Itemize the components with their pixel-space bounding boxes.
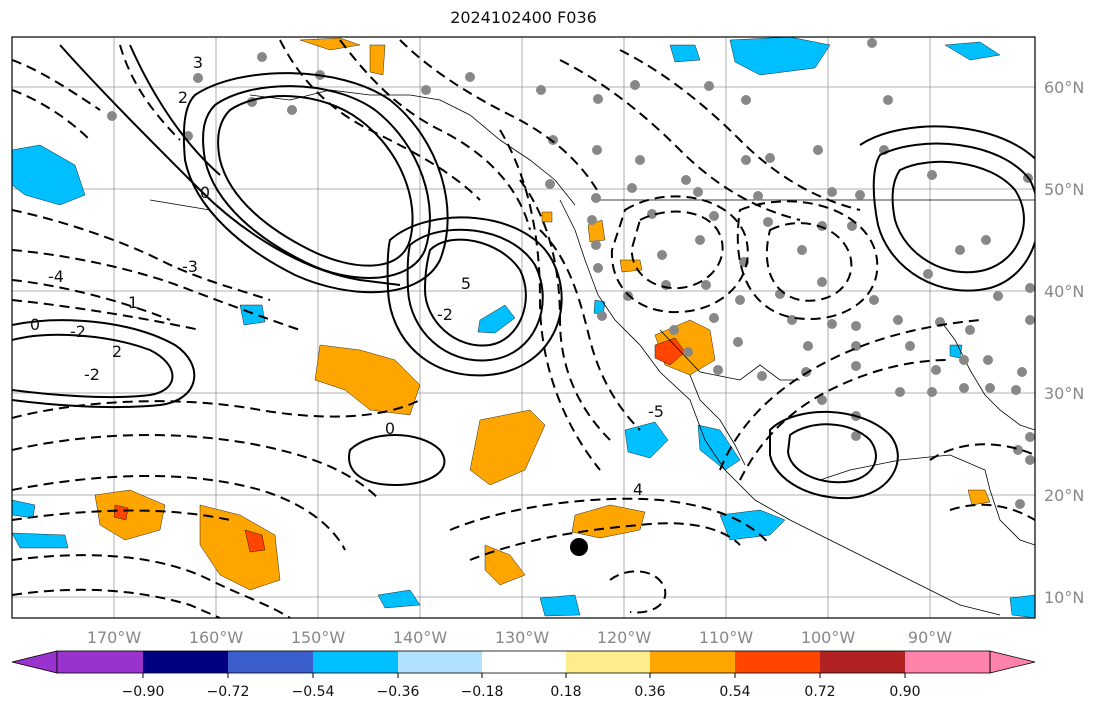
contour-label: -3 <box>182 257 198 276</box>
dashed-contours <box>12 39 1035 618</box>
latitude-labels: 60°N 50°N 40°N 30°N 20°N 10°N <box>1044 78 1084 607</box>
colorbar-tick-label: 0.90 <box>889 684 920 700</box>
latitude-label: 40°N <box>1044 282 1084 301</box>
colorbar-extend-low <box>11 650 58 674</box>
longitude-labels: 170°W 160°W 150°W 140°W 130°W 120°W 110°W 100°W… <box>87 628 952 647</box>
contour-label: 0 <box>385 419 395 438</box>
contour-label: -2 <box>437 305 453 324</box>
solid-contours <box>12 44 1035 500</box>
colorbar-extend-high <box>989 650 1036 674</box>
colorbar-swatch <box>482 651 566 673</box>
colorbar: −0.90 −0.72 −0.54 −0.36 −0.18 0.18 0.36 0.54 0.7… <box>11 650 1036 700</box>
contour-label: 3 <box>193 53 203 72</box>
contour-label: -2 <box>70 322 86 341</box>
contour-label: -5 <box>648 402 664 421</box>
contour-label: 0 <box>200 183 210 202</box>
longitude-label: 130°W <box>495 628 550 647</box>
colorbar-tick-label: 0.36 <box>634 684 665 700</box>
contour-label: 2 <box>178 88 188 107</box>
longitude-label: 120°W <box>597 628 652 647</box>
colorbar-swatch <box>905 651 990 673</box>
colorbar-tick-label: 0.18 <box>550 684 581 700</box>
contour-labels: 320-35-4-210 -22-20-54 <box>30 53 664 499</box>
colorbar-swatch <box>143 651 228 673</box>
coastlines <box>149 89 1035 616</box>
contour-label: -4 <box>48 267 64 286</box>
colorbar-tick-label: −0.18 <box>461 684 504 700</box>
longitude-label: 100°W <box>801 628 856 647</box>
latitude-label: 20°N <box>1044 486 1084 505</box>
colorbar-tick-label: −0.90 <box>122 684 165 700</box>
latitude-label: 50°N <box>1044 180 1084 199</box>
latitude-label: 60°N <box>1044 78 1084 97</box>
colorbar-swatch <box>735 651 820 673</box>
map-background <box>12 37 1035 618</box>
map-title: 2024102400 F036 <box>450 8 597 27</box>
colorbar-tick-label: −0.36 <box>377 684 420 700</box>
colorbar-swatch <box>57 651 143 673</box>
colorbar-swatch <box>313 651 398 673</box>
colorbar-tick-label: 0.54 <box>719 684 750 700</box>
colorbar-swatch <box>650 651 735 673</box>
contour-label: 2 <box>112 342 122 361</box>
longitude-label: 110°W <box>699 628 754 647</box>
colorbar-swatch <box>820 651 905 673</box>
longitude-label: 150°W <box>291 628 346 647</box>
colorbar-tick-label: −0.54 <box>292 684 335 700</box>
colorbar-swatch <box>398 651 482 673</box>
longitude-label: 140°W <box>393 628 448 647</box>
contour-label: 5 <box>461 274 471 293</box>
contour-label: 0 <box>30 315 40 334</box>
storm-marker <box>570 538 588 556</box>
longitude-label: 170°W <box>87 628 142 647</box>
colorbar-swatch <box>566 651 650 673</box>
longitude-label: 160°W <box>189 628 244 647</box>
colorbar-tick-label: 0.72 <box>804 684 835 700</box>
station-markers <box>107 38 1035 509</box>
colorbar-tick-label: −0.72 <box>207 684 250 700</box>
negative-anomaly-shading <box>12 37 1035 618</box>
colorbar-outline <box>56 650 991 674</box>
latitude-label: 30°N <box>1044 384 1084 403</box>
latitude-label: 10°N <box>1044 588 1084 607</box>
positive-anomaly-shading <box>94 37 991 591</box>
colorbar-swatch <box>228 651 313 673</box>
longitude-label: 90°W <box>908 628 952 647</box>
contour-label: 4 <box>633 480 643 499</box>
contour-label: 1 <box>128 293 138 312</box>
map-frame <box>11 36 1036 619</box>
contour-label: -2 <box>84 365 100 384</box>
